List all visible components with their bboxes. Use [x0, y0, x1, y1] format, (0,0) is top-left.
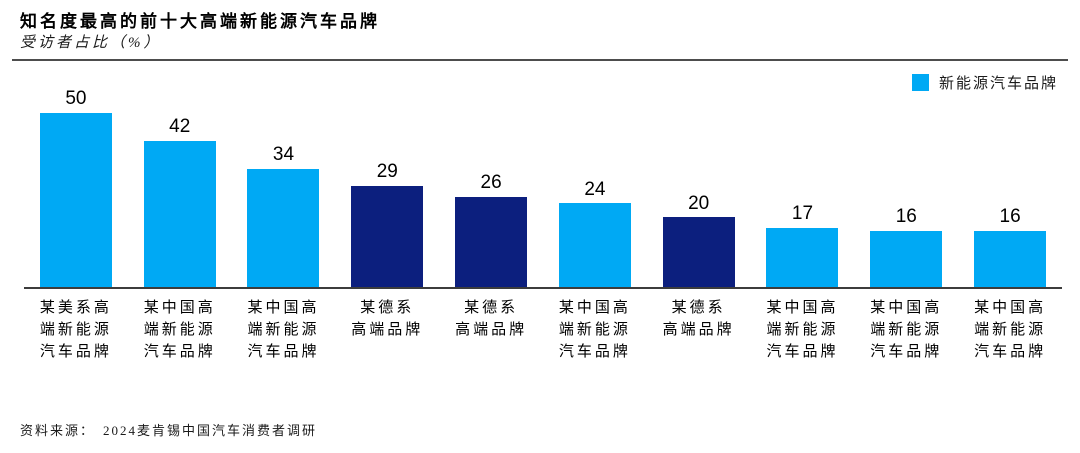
bar	[39, 113, 112, 287]
bar-column: 16	[854, 207, 958, 287]
category-label: 某德系 高端品牌	[351, 300, 424, 338]
bar	[351, 186, 424, 287]
source-note: 资料来源： 2024麦肯锡中国汽车消费者调研	[20, 420, 317, 439]
category-label: 某中国高 端新能源 汽车品牌	[143, 300, 216, 360]
chart-subtitle-unit: 受访者占比（%）	[20, 35, 162, 51]
bar	[766, 227, 839, 287]
bar-value-label: 17	[791, 202, 814, 224]
bar	[974, 231, 1047, 287]
category-label: 某中国高 端新能源 汽车品牌	[247, 300, 320, 360]
source-label: 资料来源：	[20, 423, 96, 438]
bar-value-label: 16	[895, 206, 917, 228]
bar	[143, 140, 216, 287]
source-text: 2024麦肯锡中国汽车消费者调研	[103, 423, 318, 438]
bar-column: 24	[543, 178, 647, 287]
bar-value-label: 42	[169, 115, 191, 137]
legend-swatch-icon	[911, 74, 929, 91]
category-label: 某美系高 端新能源 汽车品牌	[39, 300, 112, 360]
header-divider	[12, 59, 1068, 61]
bar-column: 34	[232, 143, 336, 287]
bar-value-label: 20	[688, 192, 710, 214]
bar	[455, 196, 528, 287]
bar-column: 20	[647, 192, 751, 287]
bar-value-label: 29	[376, 161, 398, 183]
bar-plot-area: 50 42 34 29 26 24 20 17 16 16	[24, 88, 1062, 289]
category-label: 某中国高 端新能源 汽车品牌	[558, 300, 631, 360]
category-label: 某德系 高端品牌	[662, 300, 735, 338]
bar-column: 29	[335, 161, 439, 287]
bar-value-label: 16	[999, 206, 1021, 228]
category-label: 某德系 高端品牌	[455, 300, 528, 338]
bar-column: 50	[24, 88, 128, 287]
chart-legend: 新能源汽车品牌	[911, 72, 1058, 93]
bar	[247, 168, 320, 287]
bar	[558, 203, 631, 287]
bar-column: 16	[958, 207, 1062, 287]
bar-value-label: 34	[272, 143, 295, 165]
bar	[870, 231, 943, 287]
category-axis-labels: 某美系高 端新能源 汽车品牌 某中国高 端新能源 汽车品牌 某中国高 端新能源 汽车…	[24, 297, 1062, 363]
bar-column: 17	[751, 202, 855, 287]
bar-value-label: 24	[584, 178, 606, 200]
legend-label: 新能源汽车品牌	[938, 76, 1058, 92]
bar	[662, 217, 735, 287]
category-label: 某中国高 端新能源 汽车品牌	[766, 300, 839, 360]
chart-title: 知名度最高的前十大高端新能源汽车品牌	[20, 12, 380, 31]
category-label: 某中国高 端新能源 汽车品牌	[974, 300, 1047, 360]
category-label: 某中国高 端新能源 汽车品牌	[870, 300, 943, 360]
bar-column: 26	[439, 171, 543, 287]
bar-column: 42	[128, 115, 232, 287]
bar-value-label: 50	[65, 88, 87, 110]
bar-value-label: 26	[480, 171, 502, 193]
